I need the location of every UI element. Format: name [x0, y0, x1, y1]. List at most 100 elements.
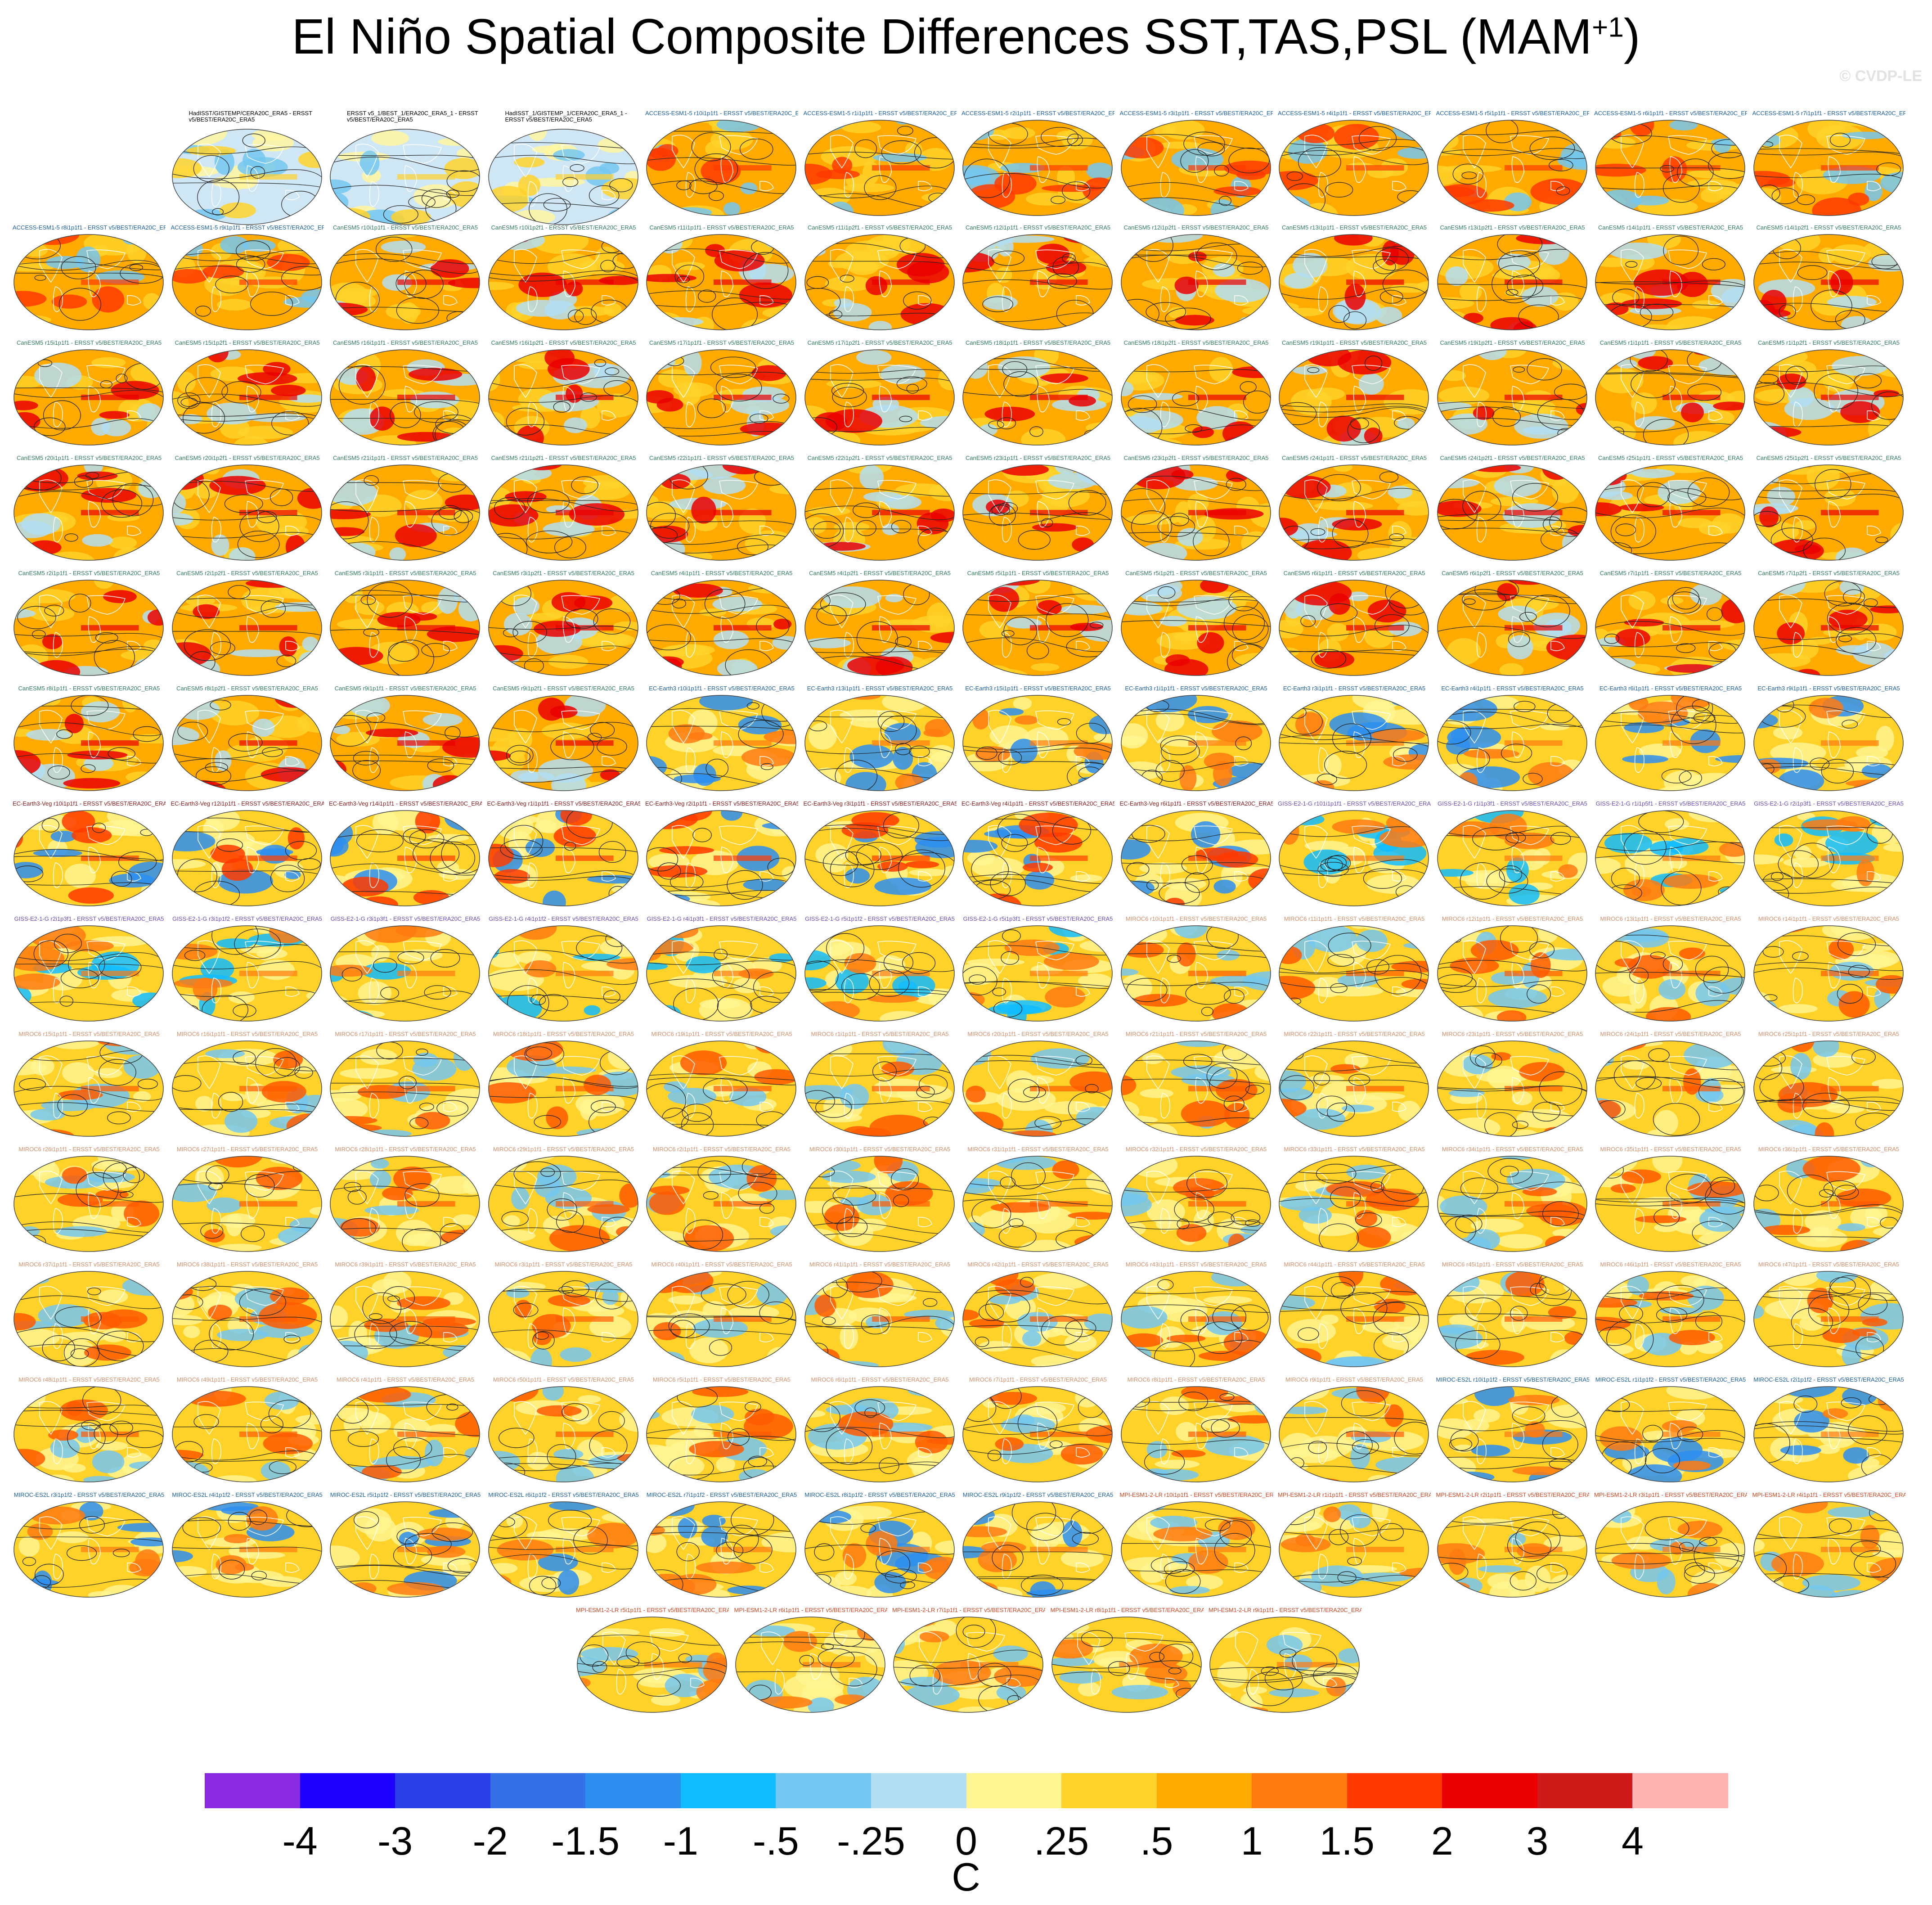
colorbar-tick-label: 0 [955, 1819, 977, 1863]
map-panel: MIROC6 r10i1p1f1 - ERSST v5/BEST/ERA20C_… [1120, 916, 1273, 1028]
map-panel: MIROC6 r27i1p1f1 - ERSST v5/BEST/ERA20C_… [171, 1146, 324, 1259]
map-panel: MPI-ESM1-2-LR r9i1p1f1 - ERSST v5/BEST/E… [1209, 1607, 1361, 1720]
map-panel: CanESM5 r24i1p1f1 - ERSST v5/BEST/ERA20C… [1278, 455, 1431, 567]
map-panel: MIROC6 r42i1p1f1 - ERSST v5/BEST/ERA20C_… [962, 1261, 1114, 1374]
panel-label: CanESM5 r11i1p1f1 - ERSST v5/BEST/ERA20C… [649, 225, 794, 231]
panel-label: GISS-E2-1-G r3i1p1f2 - ERSST v5/BEST/ERA… [172, 916, 322, 922]
map-panel-plot [171, 234, 322, 330]
colorbar-tick-label: 3 [1526, 1819, 1549, 1863]
map-panel-plot [1279, 695, 1429, 791]
panel-label: CanESM5 r25i1p2f1 - ERSST v5/BEST/ERA20C… [1756, 455, 1901, 461]
panel-label: CanESM5 r4i1p1f1 - ERSST v5/BEST/ERA20C_… [651, 570, 793, 576]
panel-label: MIROC6 r15i1p1f1 - ERSST v5/BEST/ERA20C_… [18, 1031, 160, 1037]
map-panel: MPI-ESM1-2-LR r1i1p1f1 - ERSST v5/BEST/E… [1278, 1492, 1431, 1604]
panel-label: MIROC-ES2L r3i1p1f2 - ERSST v5/BEST/ERA2… [13, 1492, 165, 1498]
panel-label: CanESM5 r19i1p2f1 - ERSST v5/BEST/ERA20C… [1440, 340, 1585, 346]
map-panel: CanESM5 r5i1p2f1 - ERSST v5/BEST/ERA20C_… [1120, 570, 1273, 683]
panel-grid: HadISST/GISTEMP/CERA20C_ERA5 - ERSST v5/… [13, 110, 1905, 1720]
map-panel-plot [1437, 234, 1587, 330]
map-panel: MPI-ESM1-2-LR r2i1p1f1 - ERSST v5/BEST/E… [1436, 1492, 1589, 1604]
map-panel-plot [1753, 464, 1904, 561]
map-panel-plot [1120, 349, 1271, 446]
map-panel: CanESM5 r3i1p2f1 - ERSST v5/BEST/ERA20C_… [487, 570, 640, 683]
panel-label: MIROC6 r13i1p1f1 - ERSST v5/BEST/ERA20C_… [1600, 916, 1741, 922]
panel-label: MIROC6 r32i1p1f1 - ERSST v5/BEST/ERA20C_… [1125, 1146, 1267, 1153]
map-panel-plot [646, 1501, 796, 1598]
map-panel-plot [1120, 464, 1271, 561]
map-panel: ACCESS-ESM1-5 r3i1p1f1 - ERSST v5/BEST/E… [1120, 110, 1273, 223]
map-panel-plot [330, 1156, 480, 1252]
panel-label: ACCESS-ESM1-5 r8i1p1f1 - ERSST v5/BEST/E… [13, 225, 166, 231]
map-panel-plot [646, 1271, 796, 1367]
panel-label: MIROC6 r9i1p1f1 - ERSST v5/BEST/ERA20C_E… [1285, 1377, 1424, 1383]
map-panel: CanESM5 r20i1p2f1 - ERSST v5/BEST/ERA20C… [171, 455, 324, 567]
map-panel-plot [646, 925, 796, 1022]
map-panel: MIROC6 r3i1p1f1 - ERSST v5/BEST/ERA20C_E… [487, 1261, 640, 1374]
map-panel-plot [1279, 925, 1429, 1022]
map-panel: CanESM5 r18i1p2f1 - ERSST v5/BEST/ERA20C… [1120, 340, 1273, 452]
panel-label: MIROC6 r33i1p1f1 - ERSST v5/BEST/ERA20C_… [1284, 1146, 1425, 1153]
panel-label: MIROC6 r40i1p1f1 - ERSST v5/BEST/ERA20C_… [651, 1261, 792, 1268]
map-panel: MIROC6 r35i1p1f1 - ERSST v5/BEST/ERA20C_… [1594, 1146, 1747, 1259]
map-panel-plot [1120, 810, 1271, 906]
map-panel-plot [330, 234, 480, 330]
map-panel: CanESM5 r17i1p1f1 - ERSST v5/BEST/ERA20C… [645, 340, 798, 452]
map-panel: MIROC6 r32i1p1f1 - ERSST v5/BEST/ERA20C_… [1120, 1146, 1273, 1259]
panel-label: CanESM5 r17i1p1f1 - ERSST v5/BEST/ERA20C… [649, 340, 795, 346]
panel-label: EC-Earth3-Veg r4i1p1f1 - ERSST v5/BEST/E… [962, 801, 1114, 807]
panel-label: CanESM5 r20i1p1f1 - ERSST v5/BEST/ERA20C… [16, 455, 162, 461]
map-panel: MIROC6 r40i1p1f1 - ERSST v5/BEST/ERA20C_… [645, 1261, 798, 1374]
panel-label: MIROC6 r12i1p1f1 - ERSST v5/BEST/ERA20C_… [1442, 916, 1583, 922]
map-panel: MIROC6 r33i1p1f1 - ERSST v5/BEST/ERA20C_… [1278, 1146, 1431, 1259]
panel-label: CanESM5 r12i1p2f1 - ERSST v5/BEST/ERA20C… [1123, 225, 1269, 231]
panel-label: EC-Earth3 r3i1p1f1 - ERSST v5/BEST/ERA20… [1283, 685, 1426, 692]
panel-label: CanESM5 r9i1p2f1 - ERSST v5/BEST/ERA20C_… [493, 685, 634, 692]
map-panel: CanESM5 r12i1p2f1 - ERSST v5/BEST/ERA20C… [1120, 225, 1273, 337]
map-panel: MIROC6 r25i1p1f1 - ERSST v5/BEST/ERA20C_… [1752, 1031, 1905, 1144]
map-panel: MIROC6 r6i1p1f1 - ERSST v5/BEST/ERA20C_E… [804, 1377, 957, 1489]
map-panel: EC-Earth3 r4i1p1f1 - ERSST v5/BEST/ERA20… [1436, 685, 1589, 798]
map-panel: GISS-E2-1-G r1i1p3f1 - ERSST v5/BEST/ERA… [1436, 801, 1589, 913]
map-panel: MIROC-ES2L r9i1p1f2 - ERSST v5/BEST/ERA2… [962, 1492, 1114, 1604]
panel-label: MIROC6 r48i1p1f1 - ERSST v5/BEST/ERA20C_… [18, 1377, 160, 1383]
panel-label: EC-Earth3 r15i1p1f1 - ERSST v5/BEST/ERA2… [965, 685, 1111, 692]
panel-label: GISS-E2-1-G r4i1p1f2 - ERSST v5/BEST/ERA… [489, 916, 638, 922]
panel-label: CanESM5 r7i1p1f1 - ERSST v5/BEST/ERA20C_… [1600, 570, 1742, 576]
map-panel: MPI-ESM1-2-LR r8i1p1f1 - ERSST v5/BEST/E… [1051, 1607, 1204, 1720]
colorbar-tick-label: 2 [1431, 1819, 1453, 1863]
map-panel: EC-Earth3-Veg r1i1p1f1 - ERSST v5/BEST/E… [487, 801, 640, 913]
panel-label: MPI-ESM1-2-LR r6i1p1f1 - ERSST v5/BEST/E… [734, 1607, 887, 1613]
map-panel: CanESM5 r15i1p2f1 - ERSST v5/BEST/ERA20C… [171, 340, 324, 452]
panel-label: MIROC-ES2L r4i1p1f2 - ERSST v5/BEST/ERA2… [172, 1492, 323, 1498]
map-panel: CanESM5 r9i1p1f1 - ERSST v5/BEST/ERA20C_… [329, 685, 482, 798]
map-panel-plot [488, 695, 638, 791]
panel-label: CanESM5 r15i1p2f1 - ERSST v5/BEST/ERA20C… [175, 340, 320, 346]
panel-label: CanESM5 r2i1p1f1 - ERSST v5/BEST/ERA20C_… [18, 570, 160, 576]
map-panel: ACCESS-ESM1-5 r9i1p1f1 - ERSST v5/BEST/E… [171, 225, 324, 337]
map-panel-plot [735, 1617, 885, 1713]
map-panel-plot [1753, 810, 1904, 906]
panel-label: CanESM5 r6i1p1f1 - ERSST v5/BEST/ERA20C_… [1283, 570, 1425, 576]
panel-label: MIROC6 r47i1p1f1 - ERSST v5/BEST/ERA20C_… [1758, 1261, 1900, 1268]
panel-label: MIROC6 r6i1p1f1 - ERSST v5/BEST/ERA20C_E… [811, 1377, 949, 1383]
map-panel: MIROC-ES2L r8i1p1f2 - ERSST v5/BEST/ERA2… [804, 1492, 957, 1604]
map-panel-plot [13, 925, 164, 1022]
map-panel-plot [330, 1040, 480, 1137]
map-panel-plot [1595, 120, 1745, 216]
map-panel-plot [330, 580, 480, 676]
map-panel-plot [330, 1501, 480, 1598]
panel-label: CanESM5 r21i1p1f1 - ERSST v5/BEST/ERA20C… [332, 455, 478, 461]
map-panel-plot [1595, 1271, 1745, 1367]
map-panel: MIROC6 r20i1p1f1 - ERSST v5/BEST/ERA20C_… [962, 1031, 1114, 1144]
map-panel-plot [1120, 925, 1271, 1022]
panel-label: MPI-ESM1-2-LR r8i1p1f1 - ERSST v5/BEST/E… [1050, 1607, 1204, 1613]
panel-label: ACCESS-ESM1-5 r4i1p1f1 - ERSST v5/BEST/E… [1278, 110, 1431, 117]
map-panel-plot [1120, 1271, 1271, 1367]
map-panel-plot [171, 1156, 322, 1252]
map-panel-plot [330, 925, 480, 1022]
panel-label: EC-Earth3 r10i1p1f1 - ERSST v5/BEST/ERA2… [649, 685, 795, 692]
colorbar-tick-label: -1.5 [551, 1819, 620, 1863]
map-panel: MIROC6 r11i1p1f1 - ERSST v5/BEST/ERA20C_… [1278, 916, 1431, 1028]
map-panel: ACCESS-ESM1-5 r2i1p1f1 - ERSST v5/BEST/E… [962, 110, 1114, 223]
panel-label: CanESM5 r8i1p2f1 - ERSST v5/BEST/ERA20C_… [176, 685, 318, 692]
